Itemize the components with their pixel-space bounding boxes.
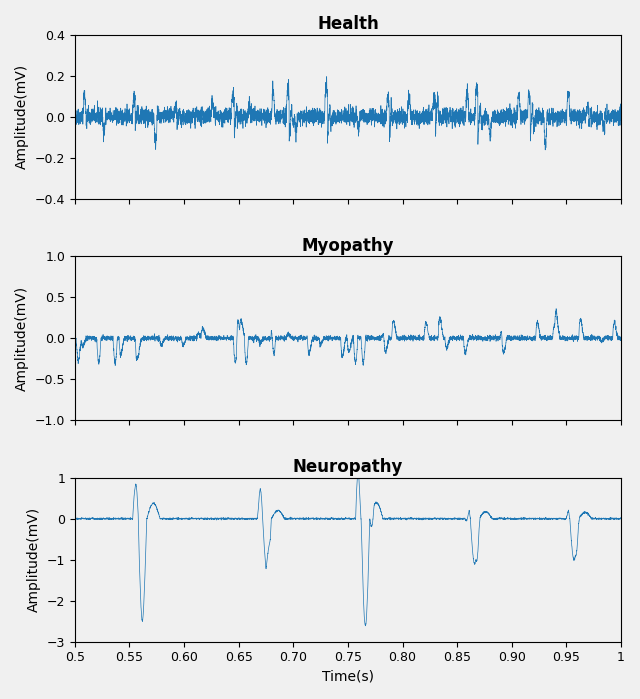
X-axis label: Time(s): Time(s) — [322, 670, 374, 684]
Title: Neuropathy: Neuropathy — [292, 458, 403, 476]
Y-axis label: Amplitude(mV): Amplitude(mV) — [15, 286, 29, 391]
Y-axis label: Amplitude(mV): Amplitude(mV) — [27, 507, 41, 612]
Y-axis label: Amplitude(mV): Amplitude(mV) — [15, 64, 29, 169]
Title: Myopathy: Myopathy — [301, 236, 394, 254]
Title: Health: Health — [317, 15, 379, 33]
